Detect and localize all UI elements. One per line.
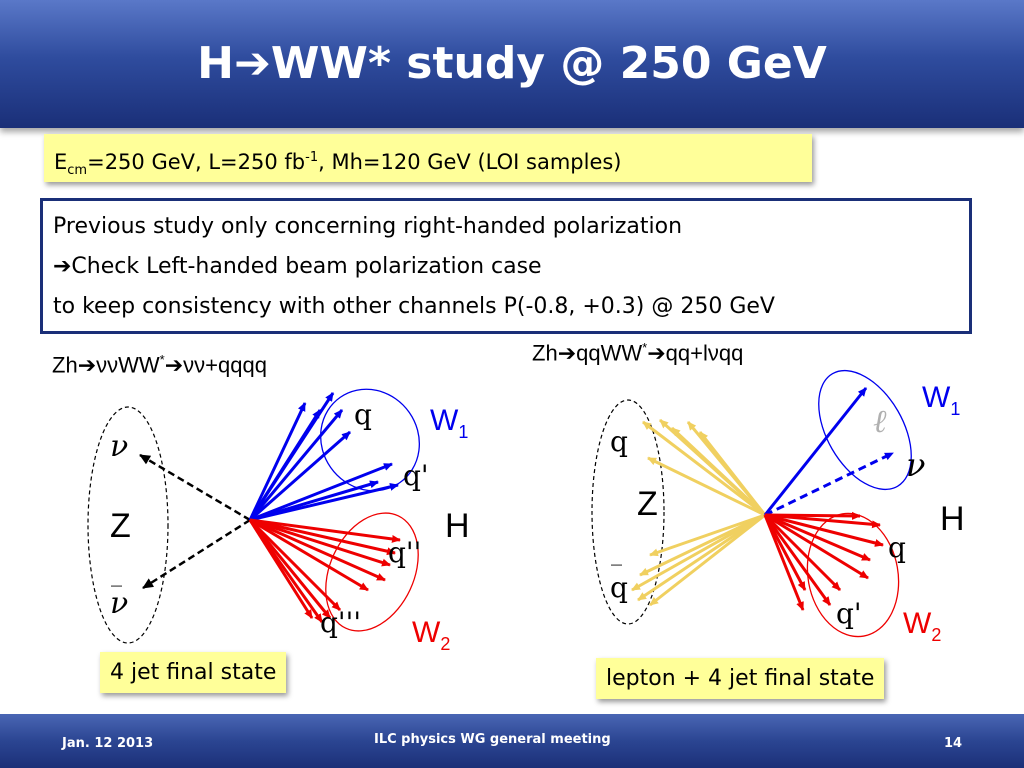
title-bar: H➔WW* study @ 250 GeV [0,0,1024,128]
parameters-box: Ecm=250 GeV, L=250 fb-1, Mh=120 GeV (LOI… [44,134,812,182]
w2-jets-left [248,518,401,623]
right-diagram: q Z _ q ℓ ν q q' W1 W2 H [591,369,965,645]
nu-label-right: ν [906,446,925,484]
h-label-right: H [940,500,965,538]
feynman-diagrams: ν Z _ ν q q' q'' q''' W1 W2 H [87,369,965,650]
w1-ellipse-right [818,369,912,491]
title-arrow-icon: ➔ [234,38,271,89]
left-diagram: ν Z _ ν q q' q'' q''' W1 W2 H [87,388,470,650]
w2-label-right: W2 [903,607,941,645]
q1-label-right: q [888,531,906,564]
nu-top-label: ν [110,429,128,464]
w1-jets-left [248,392,399,522]
w1-label-left: W1 [430,404,468,442]
w2-label-left: W2 [412,616,450,650]
z-label-left: Z [110,507,131,545]
notes-line-1: Previous study only concerning right-han… [53,214,683,239]
z-jets-right [631,418,767,607]
nubar-label: ν [110,586,128,621]
nubar-bar: _ [111,562,122,587]
q3-label-left: q'' [388,536,421,569]
lepton-line [763,387,868,516]
footer: Jan. 12 2013 ILC physics WG general meet… [0,714,1024,768]
nubar-line [142,518,251,590]
footer-date: Jan. 12 2013 [62,736,154,751]
footer-page-number: 14 [944,736,963,751]
notes-line-3: to keep consistency with other channels … [53,294,775,319]
neutrino-line [764,451,894,517]
right-channel-label: Zh➔qqWW*➔qq+lνqq [532,340,744,366]
slide-title: H➔WW* study @ 250 GeV [197,38,827,89]
h-label-left: H [445,507,470,545]
z-ellipse-left [87,406,169,644]
left-final-state-label: 4 jet final state [100,652,287,693]
q4-label-left: q''' [320,606,361,639]
w1-label-right: W1 [922,381,960,419]
q2-label-left: q' [403,459,429,492]
w2-ellipse-left [325,512,419,632]
qbar-bar: _ [611,541,622,566]
notes-box: Previous study only concerning right-han… [40,198,972,334]
q2-label-right: q' [836,597,862,630]
w1-ellipse-left [319,388,421,492]
q1-label-left: q [354,398,372,431]
footer-meeting: ILC physics WG general meeting [374,732,611,747]
w2-ellipse-right [806,512,900,638]
qbar-label: q [610,571,628,604]
lepton-label: ℓ [873,402,887,440]
nu-line [139,453,251,522]
notes-line-2: ➔Check Left-handed beam polarization cas… [53,254,542,279]
w2-jets-right [763,511,884,611]
right-final-state-label: lepton + 4 jet final state [596,658,885,699]
z-ellipse-right [591,399,665,625]
left-channel-label: Zh➔ννWW*➔νν+qqqq [52,352,267,378]
q-top-label-right: q [610,425,628,458]
z-label-right: Z [637,485,658,523]
